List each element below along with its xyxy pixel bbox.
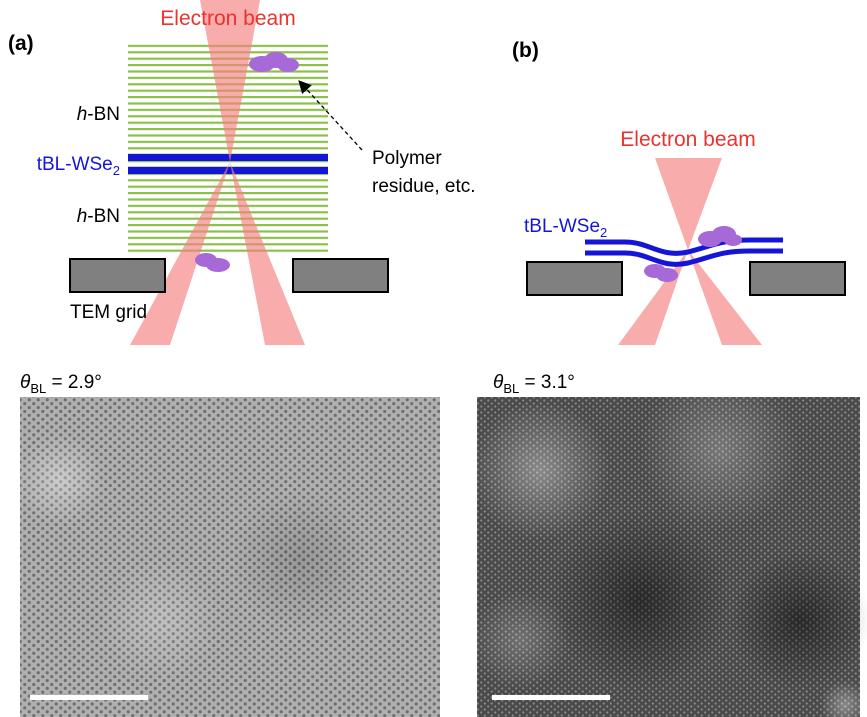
label-sub: BL [503, 381, 519, 396]
wse2-layer [128, 154, 328, 161]
label-sub: 2 [113, 163, 120, 178]
annotation: residue, etc. [372, 176, 476, 197]
layer-label: tBL-WSe2 [524, 216, 607, 240]
grid-label: TEM grid [70, 302, 147, 323]
layer-label: h-BN [77, 206, 120, 227]
tem-grid-bar [750, 262, 845, 295]
figure: (a) Electron beam h-BN tBL-WSe2 h-BN Pol… [0, 0, 867, 717]
micrograph [470, 370, 867, 717]
beam-label: Electron beam [160, 7, 295, 30]
annotation: Polymer [372, 148, 442, 169]
angle-label: θBL = 3.1° [493, 372, 575, 396]
label-part: h [77, 206, 88, 227]
label-sub: BL [30, 381, 46, 396]
label-part: tBL-WSe [524, 216, 600, 237]
label-part: = 3.1° [519, 372, 575, 393]
scale-bar [492, 695, 610, 700]
panel-label: (a) [8, 32, 34, 55]
label-part: h [77, 104, 88, 125]
micrograph [15, 397, 440, 717]
label-sub: 2 [600, 225, 607, 240]
layer-label: tBL-WSe2 [37, 154, 120, 178]
angle-label: θBL = 2.9° [20, 372, 102, 396]
tem-grid-bar [293, 259, 388, 292]
label-part: = 2.9° [46, 372, 102, 393]
layer-label: h-BN [77, 104, 120, 125]
tem-grid-bar [527, 262, 622, 295]
panel-label: (b) [512, 39, 539, 62]
beam-label: Electron beam [620, 128, 755, 151]
tem-grid-bar [70, 259, 165, 292]
scale-bar [30, 695, 148, 700]
label-part: -BN [87, 104, 120, 125]
label-part: tBL-WSe [37, 154, 113, 175]
label-part: -BN [87, 206, 120, 227]
